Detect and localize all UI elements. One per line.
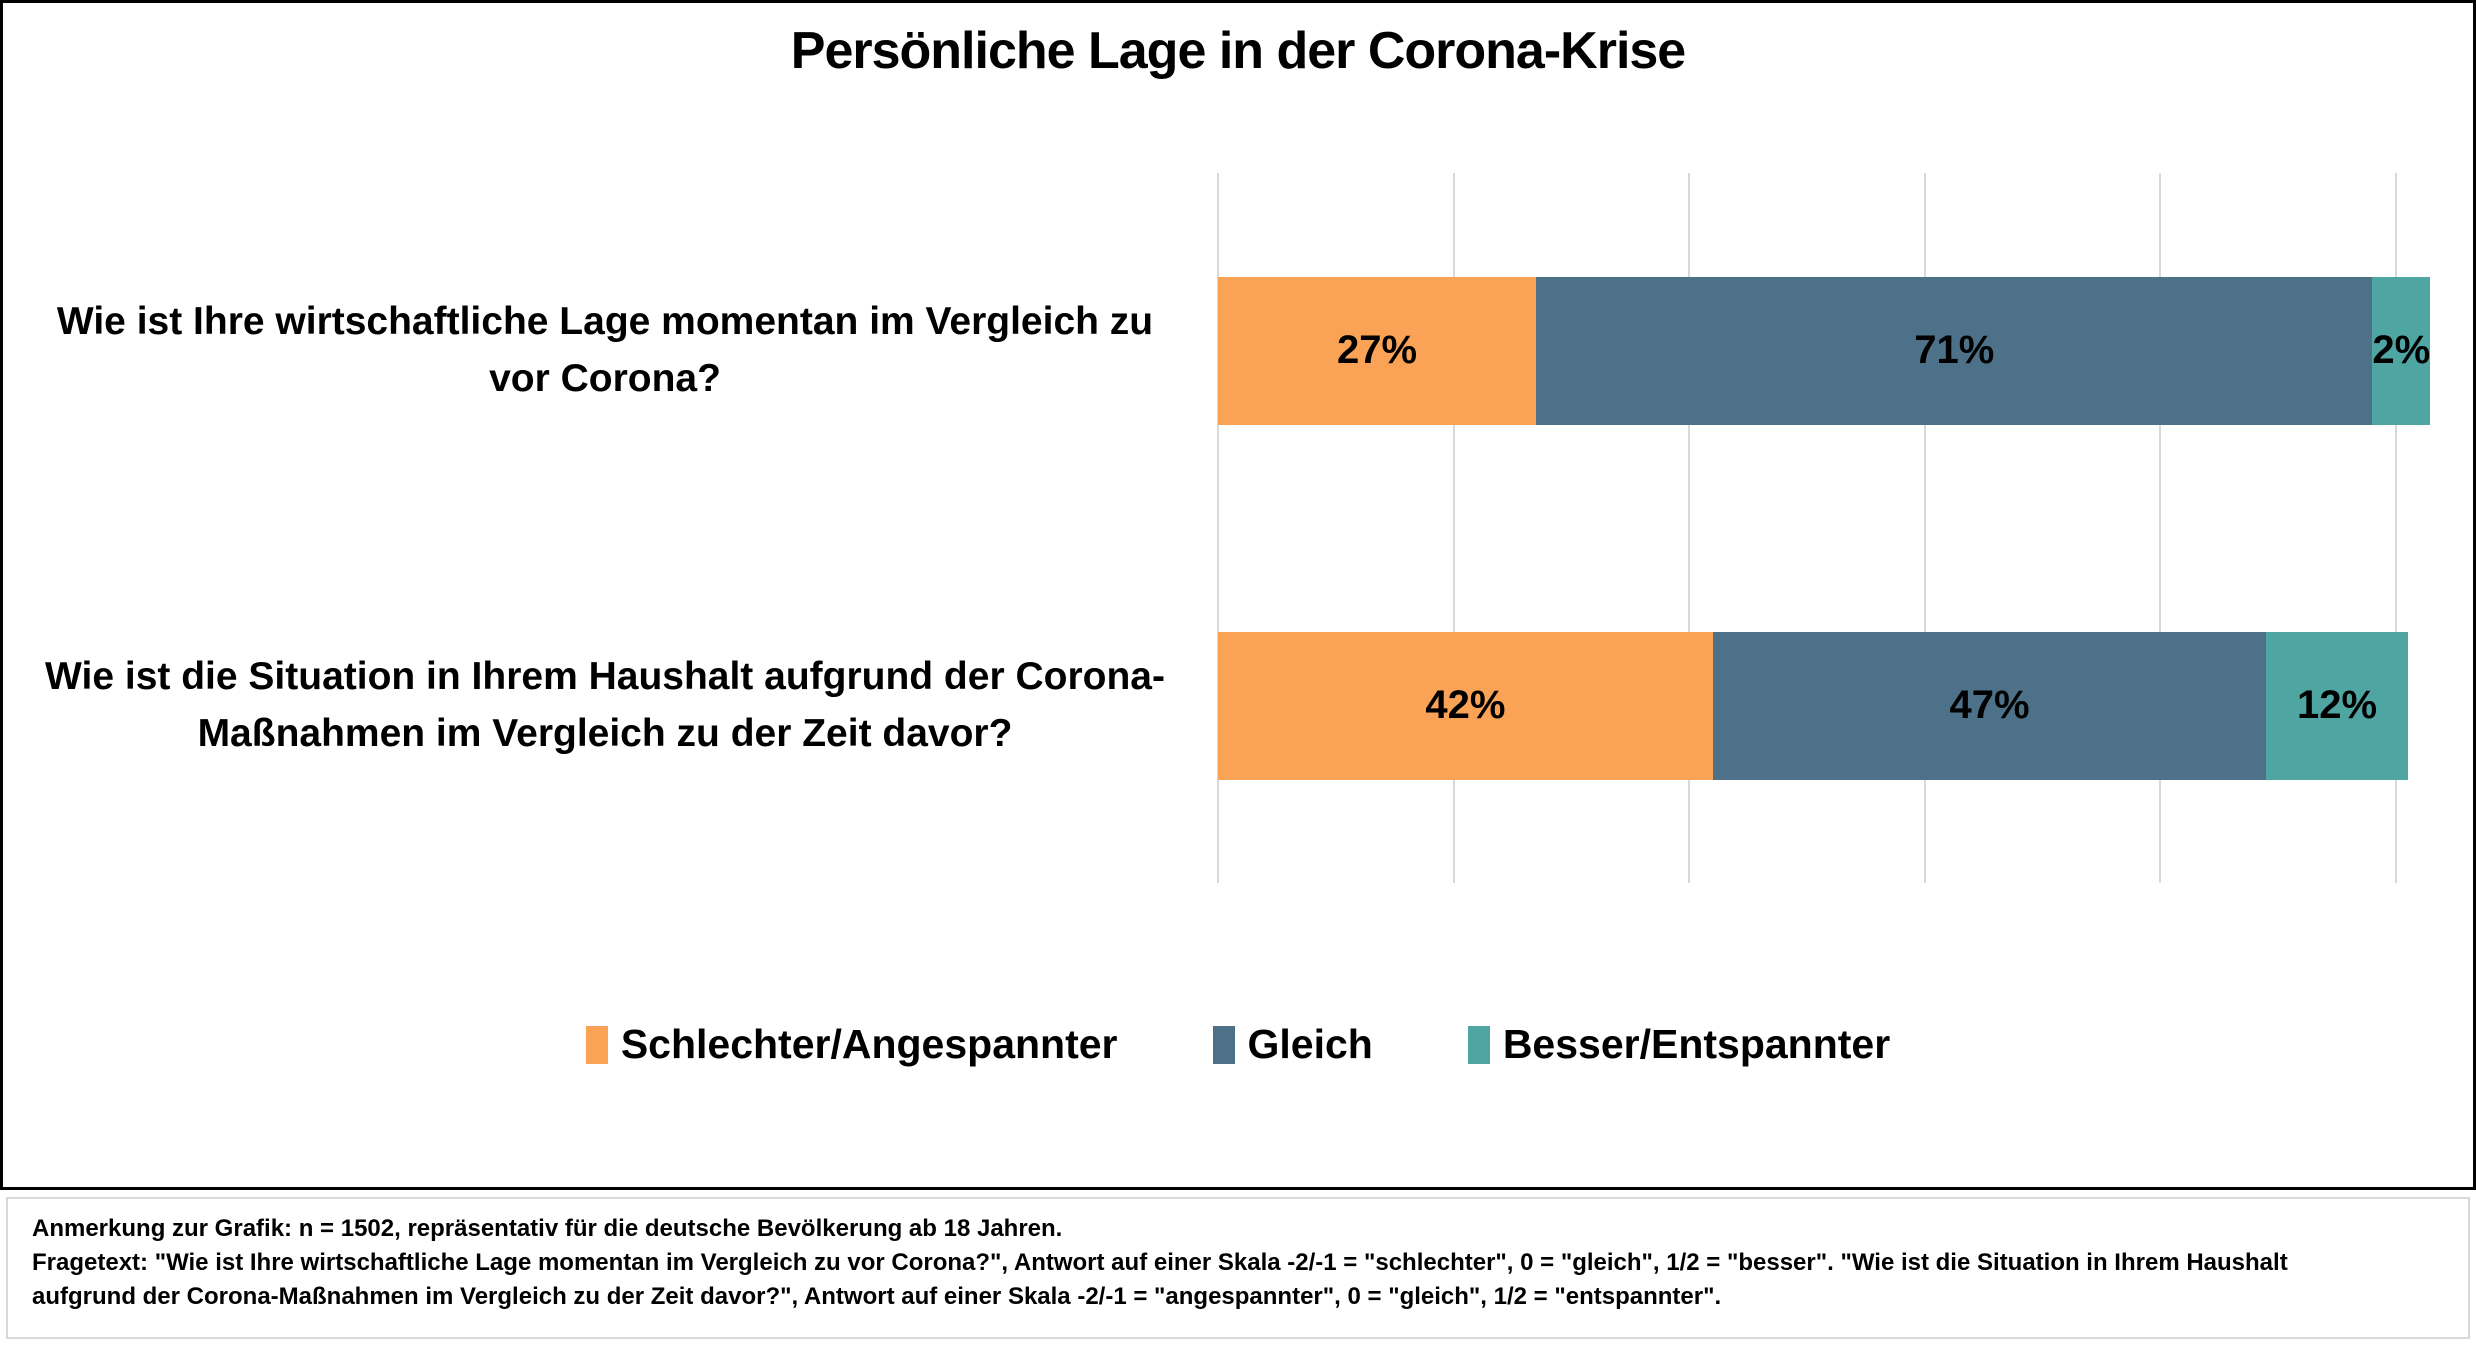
footnote-line: Anmerkung zur Grafik: n = 1502, repräsen… <box>32 1215 1063 1242</box>
bar-segment: 2% <box>2372 276 2431 425</box>
category-label: Wie ist Ihre wirtschaftliche Lage moment… <box>56 299 1154 400</box>
legend-label: Schlechter/Angespannter <box>620 1021 1118 1067</box>
legend-label: Besser/Entspannter <box>1502 1021 1891 1067</box>
value-label: 42% <box>1425 683 1506 727</box>
bar-band: 42% 47% 12% <box>1218 528 2408 883</box>
footnote-box: Anmerkung zur Grafik: n = 1502, repräsen… <box>6 1197 2470 1339</box>
gridline <box>2159 173 2162 883</box>
category-label: Wie ist die Situation in Ihrem Haushalt … <box>45 654 1165 755</box>
gridline <box>1217 173 1219 883</box>
value-label: 47% <box>1949 683 2030 727</box>
gridline <box>1688 173 1691 883</box>
bar-segment: 12% <box>2266 631 2408 780</box>
bar-row: 27% 71% 2% <box>1218 276 2431 425</box>
legend-label: Gleich <box>1247 1021 1373 1067</box>
legend-item: Besser/Entspannter <box>1467 1021 1891 1068</box>
gridline <box>1452 173 1455 883</box>
legend-swatch-icon <box>1212 1025 1235 1064</box>
plot-area: 27% 71% 2% 42% 47% 12% <box>1217 173 2431 883</box>
legend-swatch-icon <box>585 1025 608 1064</box>
bar-segment: 42% <box>1218 631 1713 780</box>
legend-item: Gleich <box>1212 1021 1373 1068</box>
footnote-line: Fragetext: "Wie ist Ihre wirtschaftliche… <box>32 1249 2288 1276</box>
value-label: 71% <box>1914 328 1995 372</box>
value-label: 27% <box>1336 328 1418 372</box>
chart-frame: Persönliche Lage in der Corona-Krise Wie… <box>0 0 2476 1190</box>
chart-title: Persönliche Lage in der Corona-Krise <box>790 22 1686 80</box>
bar-segment: 71% <box>1536 276 2373 425</box>
legend-swatch-icon <box>1467 1025 1490 1064</box>
gridline <box>2395 173 2397 883</box>
gridline <box>1923 173 1926 883</box>
value-label: 2% <box>2372 328 2431 372</box>
bar-band: 27% 71% 2% <box>1218 173 2431 528</box>
legend-item: Schlechter/Angespannter <box>585 1021 1118 1068</box>
footnote-line: aufgrund der Corona-Maßnahmen im Verglei… <box>32 1283 1722 1310</box>
bar-row: 42% 47% 12% <box>1218 631 2408 780</box>
bar-segment: 47% <box>1712 631 2267 780</box>
category-labels: Wie ist Ihre wirtschaftliche Lage moment… <box>25 173 1185 883</box>
value-label: 12% <box>2297 683 2378 727</box>
legend: Schlechter/Angespannter Gleich Besser/Ents… <box>3 1021 2473 1068</box>
bar-segment: 27% <box>1218 276 1537 425</box>
